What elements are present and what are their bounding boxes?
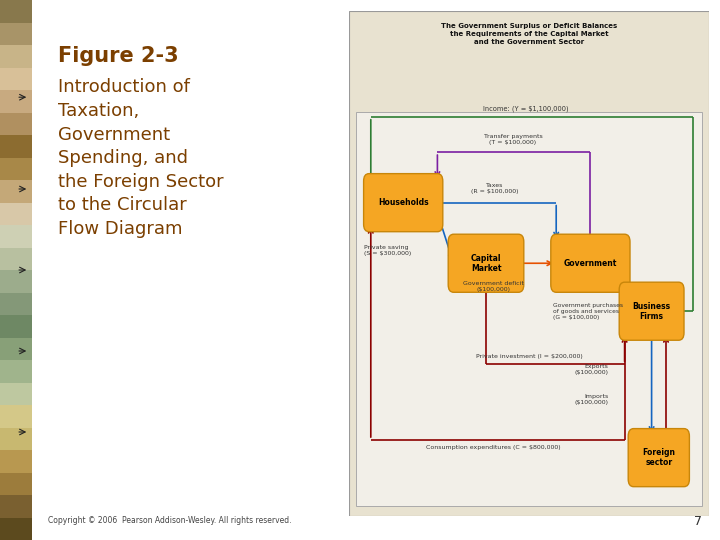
Bar [0, 360, 32, 382]
Bar [0, 270, 32, 293]
Text: Private investment (I = $200,000): Private investment (I = $200,000) [476, 354, 582, 359]
Bar [0, 0, 32, 23]
Text: Households: Households [378, 198, 428, 207]
Bar [0, 382, 32, 405]
Bar [0, 180, 32, 202]
Bar [0, 90, 32, 112]
Text: Introduction of
Taxation,
Government
Spending, and
the Foreign Sector
to the Cir: Introduction of Taxation, Government Spe… [58, 78, 223, 238]
Text: Government purchases
of goods and services
(G = $100,000): Government purchases of goods and servic… [553, 303, 623, 320]
Bar [0, 315, 32, 338]
Bar [0, 247, 32, 270]
FancyBboxPatch shape [619, 282, 684, 340]
Bar [0, 293, 32, 315]
Text: Government deficit
($100,000): Government deficit ($100,000) [463, 281, 523, 292]
Bar [0, 495, 32, 517]
Bar [0, 338, 32, 360]
FancyBboxPatch shape [551, 234, 630, 292]
Text: Foreign
sector: Foreign sector [642, 448, 675, 467]
Bar [0, 112, 32, 135]
Bar [0, 23, 32, 45]
Text: Figure 2-3: Figure 2-3 [58, 46, 179, 66]
Text: Capital
Market: Capital Market [471, 254, 501, 273]
Bar [0, 405, 32, 428]
Bar [0, 225, 32, 247]
FancyBboxPatch shape [364, 174, 443, 232]
Bar [0, 202, 32, 225]
Bar [0, 428, 32, 450]
Bar [0, 68, 32, 90]
FancyBboxPatch shape [628, 429, 690, 487]
Text: Income: (Y = $1,100,000): Income: (Y = $1,100,000) [483, 105, 568, 112]
Bar [0, 45, 32, 68]
Bar [0, 472, 32, 495]
Bar [0, 158, 32, 180]
FancyBboxPatch shape [448, 234, 523, 292]
Text: Imports
($100,000): Imports ($100,000) [575, 394, 608, 405]
Bar [0, 517, 32, 540]
Text: Taxes
(R = $100,000): Taxes (R = $100,000) [472, 183, 518, 194]
Text: 7: 7 [694, 515, 702, 528]
Text: Exports
($100,000): Exports ($100,000) [575, 364, 608, 375]
Text: Government: Government [564, 259, 617, 268]
Text: Business
Firms: Business Firms [633, 301, 670, 321]
Text: The Government Surplus or Deficit Balances
the Requirements of the Capital Marke: The Government Surplus or Deficit Balanc… [441, 23, 617, 45]
Text: Copyright © 2006  Pearson Addison-Wesley. All rights reserved.: Copyright © 2006 Pearson Addison-Wesley.… [48, 516, 292, 525]
Bar [356, 112, 702, 505]
Text: Private saving
(S = $300,000): Private saving (S = $300,000) [364, 245, 411, 256]
Text: Consumption expenditures (C = $800,000): Consumption expenditures (C = $800,000) [426, 445, 560, 450]
Bar [0, 450, 32, 472]
Bar [0, 135, 32, 158]
Text: Transfer payments
(T = $100,000): Transfer payments (T = $100,000) [484, 134, 542, 145]
